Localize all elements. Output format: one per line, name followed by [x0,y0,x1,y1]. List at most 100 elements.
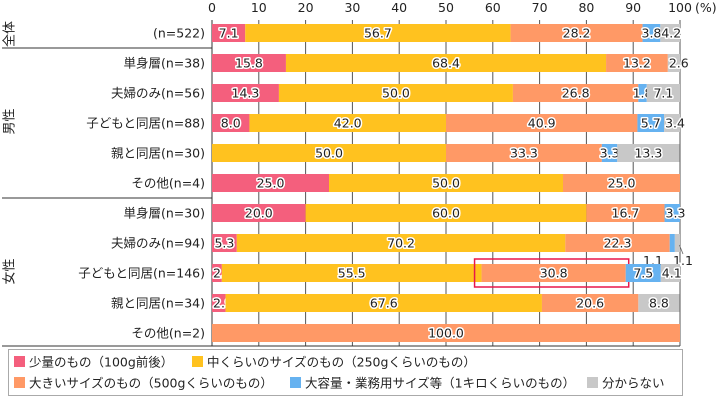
data-label: 50.0 [315,146,343,161]
bar-segment [212,24,246,42]
bar-segment [212,234,237,252]
data-label: 28.2 [563,26,591,41]
bar-segment [212,144,446,162]
legend-swatch [192,356,203,367]
bar-segment [669,234,675,252]
x-tick-label: 60 [485,0,501,15]
data-label: 3.8 [642,26,662,41]
bar-segment [236,234,566,252]
data-label: 22.3 [604,236,632,251]
legend-label: 大きいサイズのもの（500gくらいのもの） [29,376,273,391]
bar-segment [563,174,680,192]
category-label: 親と同居(n=30) [111,146,205,161]
data-label: 60.0 [432,206,460,221]
data-label: 7.5 [633,266,653,281]
bar-segment [278,84,513,102]
bar-segment [221,264,482,282]
x-unit-label: (%) [695,0,717,15]
category-label: その他(n=4) [131,176,205,191]
data-label: 30.8 [540,266,568,281]
category-label: 親と同居(n=34) [111,296,205,311]
data-label: 50.0 [432,176,460,191]
bar-segment [674,234,680,252]
category-label: 単身層(n=38) [123,56,205,71]
category-label: (n=522) [153,26,205,41]
bar-segment [541,294,639,312]
legend-label: 中くらいのサイズのもの（250gくらいのもの） [207,355,476,370]
x-tick-label: 0 [208,0,216,15]
data-label: 13.3 [634,146,662,161]
bar-segment [305,204,587,222]
data-label: 40.9 [528,116,556,131]
data-label: 26.8 [562,86,590,101]
bar-segment [225,294,542,312]
data-label: 13.2 [623,56,651,71]
bar-segment [586,204,665,222]
bar-segment [245,24,511,42]
bar-segment [212,84,279,102]
category-label: 単身層(n=30) [123,206,205,221]
bar-segment [446,114,638,132]
data-label: 5.7 [641,116,661,131]
data-label: 15.8 [235,56,263,71]
data-label: 55.5 [338,266,366,281]
data-label: 67.6 [370,296,398,311]
data-label: 100.0 [428,326,464,341]
legend-label: 少量のもの（100g前後） [29,355,173,370]
data-label: 20.0 [245,206,273,221]
bar-segment [606,54,668,72]
bar-segment [212,324,680,342]
data-label: 56.7 [364,26,392,41]
x-tick-label: 10 [251,0,267,15]
bar-segment [664,204,680,222]
bar-segment [512,84,639,102]
bar-segment [638,294,680,312]
data-label: 70.2 [387,236,415,251]
bar-segment [667,54,680,72]
data-label: 7.1 [653,86,673,101]
x-tick-label: 40 [391,0,407,15]
data-label: 3.4 [665,116,685,131]
bar-segment [601,144,618,162]
data-label: 3.3 [600,146,620,161]
data-label: 8.8 [649,296,669,311]
bar-segment [212,114,250,132]
group-label: 女性 [2,258,18,284]
legend-swatch [14,356,25,367]
data-label: 16.7 [612,206,640,221]
data-label: 14.3 [232,86,260,101]
legend-label: 大容量・業務用サイズ等（1キロくらいのもの） [305,376,575,391]
x-tick-label: 80 [578,0,594,15]
data-label: 7.1 [219,26,239,41]
bar-segment [212,264,222,282]
legend-swatch [14,377,25,388]
legend-box [8,349,683,396]
data-label: 50.0 [382,86,410,101]
data-label: 2.6 [669,56,689,71]
x-tick-label: 30 [344,0,360,15]
bar-segment [638,84,647,102]
group-label: 男性 [3,108,18,134]
legend-swatch [290,377,301,388]
bar-segment [212,174,329,192]
legend-swatch [587,377,598,388]
category-label: 子どもと同居(n=146) [78,266,205,281]
bar-segment [660,24,680,42]
bar-segment [642,24,661,42]
x-tick-label: 50 [438,0,454,15]
data-label: 25.0 [257,176,285,191]
bar-segment [285,54,607,72]
bar-segment [660,264,680,282]
data-label: 68.4 [432,56,460,71]
bar-segment [625,264,661,282]
bar-segment [446,144,602,162]
bar-segment [664,114,680,132]
bar-segment [212,54,286,72]
bar-segment [481,264,626,282]
legend-label: 分からない [602,376,665,391]
category-label: その他(n=2) [131,326,205,341]
bar-segment [510,24,643,42]
category-label: 夫婦のみ(n=56) [111,86,205,101]
bar-segment [565,234,670,252]
